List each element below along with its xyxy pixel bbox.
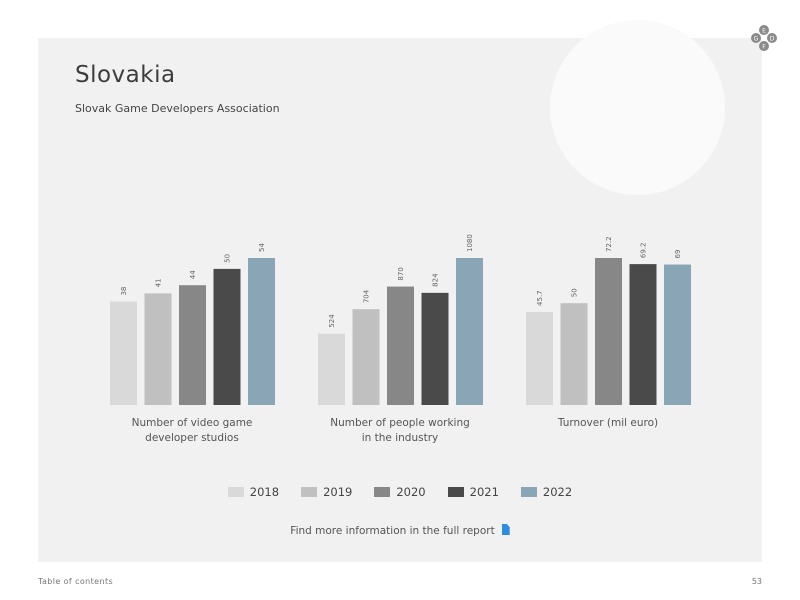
bar-value-label: 45.7 — [536, 290, 544, 306]
chart-caption-line: Number of people working — [330, 417, 470, 429]
chart-caption-people: Number of people working in the industry — [308, 416, 492, 446]
chart-bar — [248, 258, 275, 405]
legend-label: 2020 — [396, 485, 426, 499]
chart-bar — [421, 292, 449, 405]
chart-bar — [213, 268, 241, 405]
bar-value-label: 870 — [397, 267, 405, 280]
legend-swatch — [301, 487, 318, 497]
chart-bar — [456, 258, 483, 405]
legend-label: 2022 — [542, 485, 573, 499]
bar-value-label: 69 — [674, 250, 682, 259]
chart-bar — [179, 285, 206, 405]
logo-letter: G — [754, 35, 759, 42]
bar-value-label: 824 — [432, 273, 440, 287]
chart-bar — [560, 303, 588, 405]
bar-value-label: 38 — [120, 287, 128, 296]
chart-bar — [387, 286, 414, 405]
legend-label: 2018 — [249, 485, 280, 499]
more-info-label: Find more information in the full report — [290, 525, 495, 537]
page-subtitle: Slovak Game Developers Association — [75, 102, 280, 115]
logo-letter: D — [770, 35, 775, 42]
legend-item: 2020 — [374, 485, 426, 499]
logo-letter: F — [762, 43, 766, 50]
chart-bar — [110, 301, 137, 405]
legend-label: 2021 — [469, 485, 499, 499]
bar-value-label: 1080 — [466, 234, 474, 252]
legend-swatch — [374, 487, 391, 497]
decorative-circle — [550, 20, 725, 195]
chart-bar — [629, 264, 657, 405]
table-of-contents-link[interactable]: Table of contents — [38, 577, 114, 586]
chart-bar — [526, 311, 553, 405]
legend-swatch — [520, 487, 537, 497]
bar-value-label: 41 — [155, 278, 163, 287]
more-info-link[interactable]: Find more information in the full report — [0, 524, 800, 537]
bar-value-label: 44 — [189, 270, 197, 279]
chart-bar — [144, 293, 172, 405]
chart-caption-turnover: Turnover (mil euro) — [516, 416, 700, 431]
logo-letter: E — [762, 27, 766, 34]
page-number: 53 — [751, 577, 762, 586]
chart-legend: 2018 2019 2020 2021 2022 — [0, 485, 800, 499]
legend-swatch — [227, 487, 244, 497]
bar-value-label: 69.2 — [640, 243, 648, 259]
chart-bar — [352, 309, 380, 405]
chart-bar — [318, 333, 345, 405]
legend-swatch — [447, 487, 464, 497]
chart-caption-line: Number of video game — [131, 417, 253, 429]
chart-caption-line: Turnover (mil euro) — [557, 417, 659, 429]
chart-bar — [664, 264, 691, 405]
bar-value-label: 524 — [328, 314, 336, 328]
page-title: Slovakia — [75, 62, 176, 88]
legend-label: 2019 — [323, 485, 353, 499]
egdf-logo-icon: E G D F — [751, 25, 777, 51]
chart-caption-studios: Number of video game developer studios — [100, 416, 284, 446]
bar-value-label: 54 — [258, 243, 266, 252]
chart-bar — [595, 258, 622, 405]
chart-caption-line: developer studios — [145, 432, 239, 444]
chart-caption-line: in the industry — [361, 432, 439, 444]
bar-value-label: 704 — [363, 289, 371, 303]
legend-item: 2022 — [520, 485, 573, 499]
document-icon[interactable] — [501, 524, 510, 535]
legend-item: 2021 — [447, 485, 499, 499]
legend-item: 2019 — [301, 485, 352, 499]
bar-value-label: 72.2 — [605, 236, 613, 252]
legend-item: 2018 — [227, 485, 280, 499]
bar-value-label: 50 — [224, 254, 232, 263]
bar-value-label: 50 — [571, 288, 579, 297]
